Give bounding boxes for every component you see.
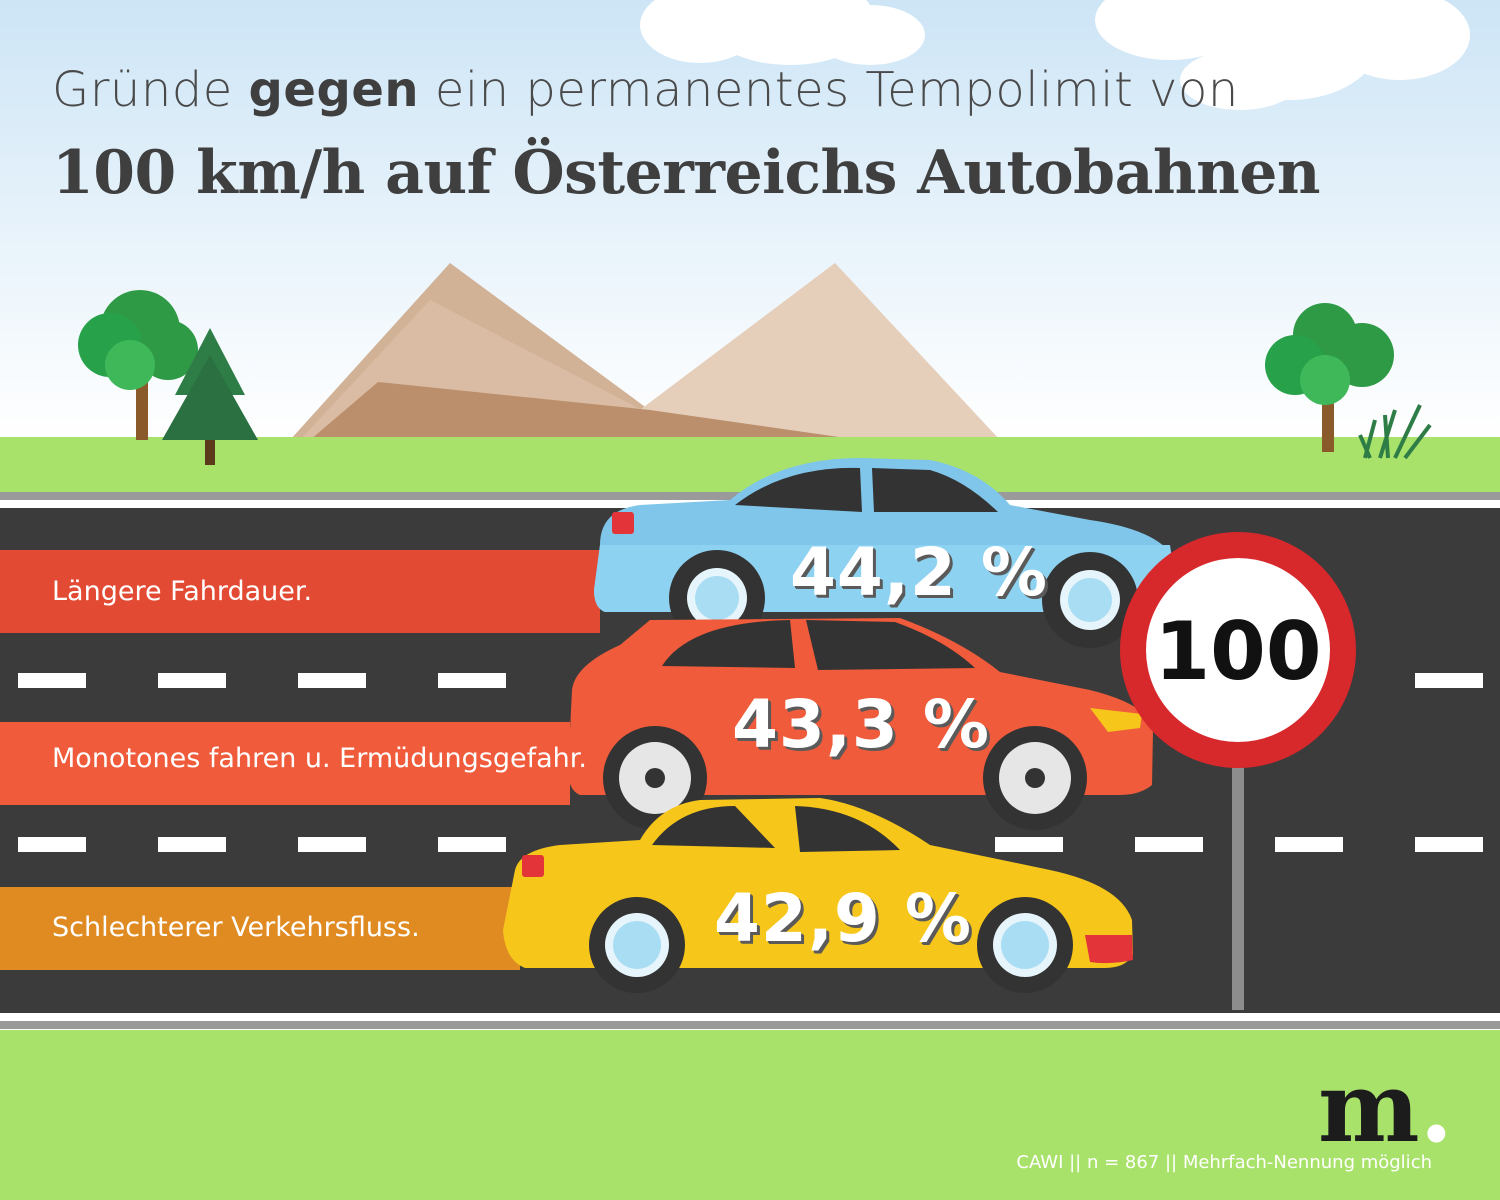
value-label-0: 44,2 % bbox=[790, 534, 1048, 611]
value-label-1: 43,3 % bbox=[732, 686, 990, 763]
red-car-icon bbox=[568, 618, 1153, 830]
road-edge-line bbox=[0, 1013, 1500, 1021]
bar-schlechterer-verkehrsfluss bbox=[0, 887, 520, 970]
tree-icon bbox=[1265, 303, 1394, 452]
blue-car-icon bbox=[594, 458, 1178, 648]
yellow-car-icon bbox=[503, 798, 1133, 993]
mountain-icon bbox=[600, 263, 1000, 440]
logo-dot: . bbox=[1419, 1051, 1453, 1164]
bar-laengere-fahrdauer bbox=[0, 550, 600, 633]
title-suffix: ein permanentes Tempolimit von bbox=[434, 62, 1239, 118]
sign-label: 100 bbox=[1154, 605, 1322, 698]
bar-monotones-fahren bbox=[0, 722, 570, 805]
logo: m. bbox=[1318, 1060, 1453, 1156]
bar-label-1: Monotones fahren u. Ermüdungsgefahr. bbox=[52, 743, 587, 774]
title-line-2: 100 km/h auf Österreichs Autobahnen bbox=[52, 138, 1321, 208]
bar-label-0: Längere Fahrdauer. bbox=[52, 576, 313, 607]
bush-icon bbox=[1358, 404, 1432, 460]
grass-bottom bbox=[0, 1030, 1500, 1200]
title-emphasis: gegen bbox=[248, 62, 420, 118]
bar-label-2: Schlechterer Verkehrsfluss. bbox=[52, 912, 420, 943]
mountain-icon bbox=[310, 382, 860, 440]
speed-limit-sign-icon bbox=[1120, 532, 1356, 1010]
title-line-1: Gründe gegen ein permanentes Tempolimit … bbox=[52, 62, 1239, 118]
value-label-2: 42,9 % bbox=[714, 880, 972, 957]
title-prefix: Gründe bbox=[52, 62, 233, 118]
cloud-icon bbox=[640, 0, 1470, 110]
tree-icon bbox=[78, 290, 198, 440]
road-edge bbox=[0, 1021, 1500, 1029]
logo-letter: m bbox=[1318, 1051, 1420, 1164]
pine-tree-icon bbox=[162, 328, 258, 465]
footnote: CAWI || n = 867 || Mehrfach-Nennung mögl… bbox=[1016, 1152, 1432, 1173]
lane-dashes bbox=[18, 673, 1483, 852]
